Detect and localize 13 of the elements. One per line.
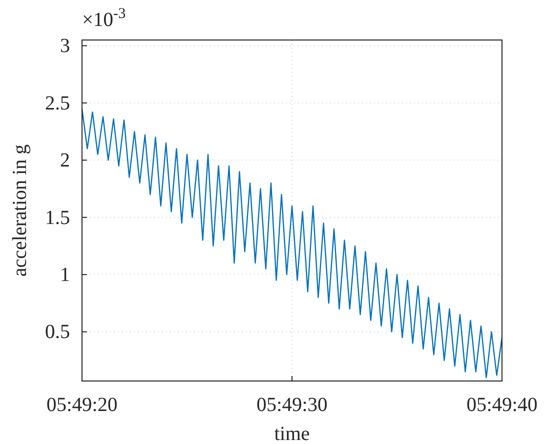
x-axis-title: time [274, 423, 310, 444]
text: ×10$^{-3}$ [82, 6, 126, 31]
y-axis-title: acceleration in g [9, 144, 31, 277]
x-tick-label: 05:49:20 [46, 394, 118, 416]
y-tick-label: 3 [60, 35, 70, 58]
y-tick-label: 1.5 [45, 206, 70, 229]
y-tick-label: 1 [60, 264, 70, 286]
y-tick-label: 2 [60, 150, 70, 172]
y-tick-label: 0.5 [45, 321, 70, 344]
x-tick-label: 05:49:30 [256, 394, 328, 416]
line-series [81, 108, 503, 378]
y-tick-label: 2.5 [45, 92, 70, 114]
x-tick-label: 05:49:40 [466, 394, 538, 416]
